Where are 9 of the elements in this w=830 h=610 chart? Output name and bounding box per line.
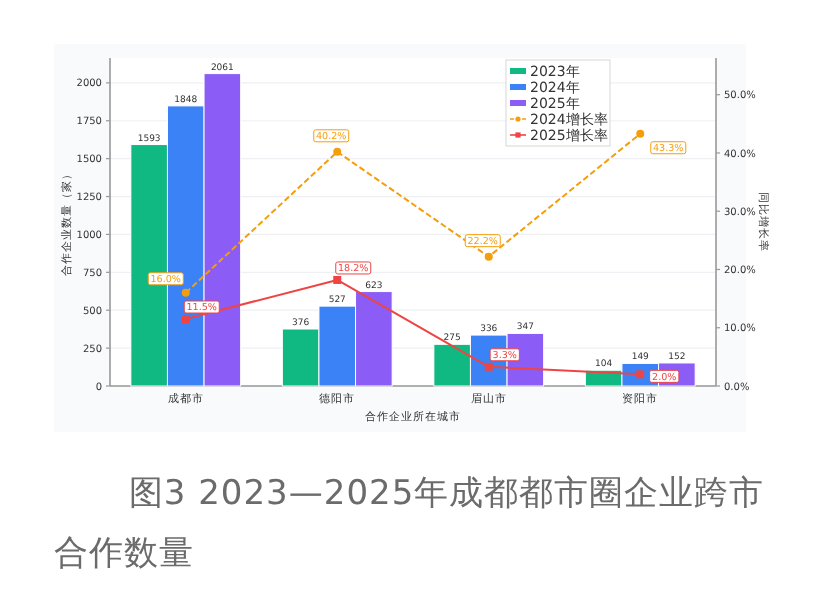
point (333, 275, 342, 284)
point (181, 288, 190, 297)
point (636, 370, 645, 379)
point (181, 315, 190, 323)
text: 图3 2023—2025年成都都市圈企业跨市合作数量 (54, 472, 767, 578)
point (484, 362, 493, 371)
point (484, 252, 493, 261)
point (636, 129, 645, 138)
point (333, 147, 342, 156)
